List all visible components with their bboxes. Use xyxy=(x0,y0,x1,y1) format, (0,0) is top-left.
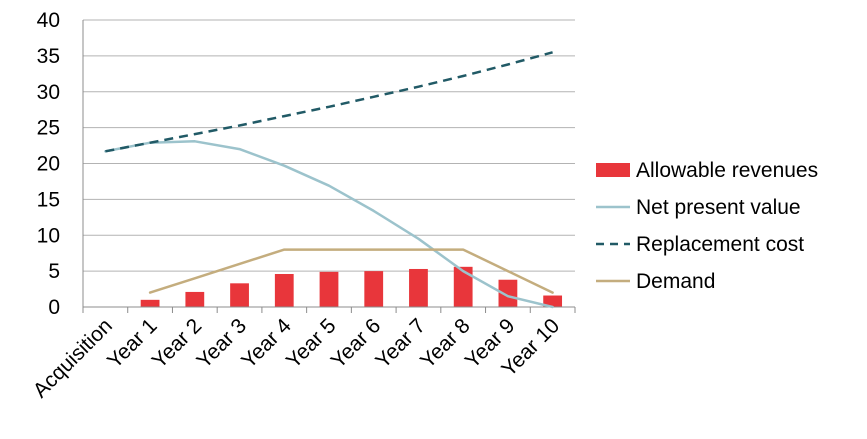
x-tick-label: Year 7 xyxy=(371,314,430,373)
bar-allowable-revenues xyxy=(319,271,339,307)
y-axis-ticks: 0 5 10 15 20 25 30 35 40 xyxy=(37,9,60,319)
x-tick-label: Year 1 xyxy=(103,314,162,373)
x-tick-label: Year 6 xyxy=(327,314,386,373)
series-line-net-present-value xyxy=(104,140,554,309)
bar-allowable-revenues xyxy=(140,299,160,307)
bar-allowable-revenues xyxy=(409,268,428,307)
legend: Allowable revenues Net present value Repla… xyxy=(596,159,818,293)
y-tick-label: 35 xyxy=(37,45,60,68)
series-line-demand xyxy=(148,248,554,294)
grid xyxy=(82,19,576,313)
y-tick-label: 15 xyxy=(37,188,60,211)
bar-allowable-revenues xyxy=(185,291,205,307)
y-tick-label: 0 xyxy=(48,296,60,319)
legend-label-net-present-value: Net present value xyxy=(636,196,801,219)
lines xyxy=(104,51,554,309)
bar-allowable-revenues xyxy=(543,295,563,307)
bar-allowable-revenues xyxy=(364,271,384,307)
legend-swatch-allowable-revenues xyxy=(596,163,630,177)
legend-label-replacement-cost: Replacement cost xyxy=(636,233,804,256)
y-tick-label: 5 xyxy=(48,260,60,283)
legend-label-demand: Demand xyxy=(636,270,715,293)
bar-allowable-revenues xyxy=(453,266,473,307)
bars xyxy=(83,266,575,308)
y-tick-label: 25 xyxy=(37,117,60,140)
x-tick-label: Year 5 xyxy=(282,314,341,373)
bar-allowable-revenues xyxy=(230,283,249,307)
x-tick-label: Year 8 xyxy=(416,314,475,373)
x-tick-label: Year 2 xyxy=(148,314,207,373)
bar-allowable-revenues xyxy=(498,279,518,307)
x-tick-label: Year 3 xyxy=(192,314,251,373)
series-line-replacement-cost xyxy=(105,51,553,153)
legend-label-allowable-revenues: Allowable revenues xyxy=(636,159,818,182)
x-tick-label: Year 4 xyxy=(237,314,296,373)
y-tick-label: 10 xyxy=(37,224,60,247)
y-tick-label: 30 xyxy=(37,81,60,104)
y-tick-label: 20 xyxy=(37,153,60,176)
y-tick-label: 40 xyxy=(37,9,60,32)
bar-allowable-revenues xyxy=(274,273,294,307)
